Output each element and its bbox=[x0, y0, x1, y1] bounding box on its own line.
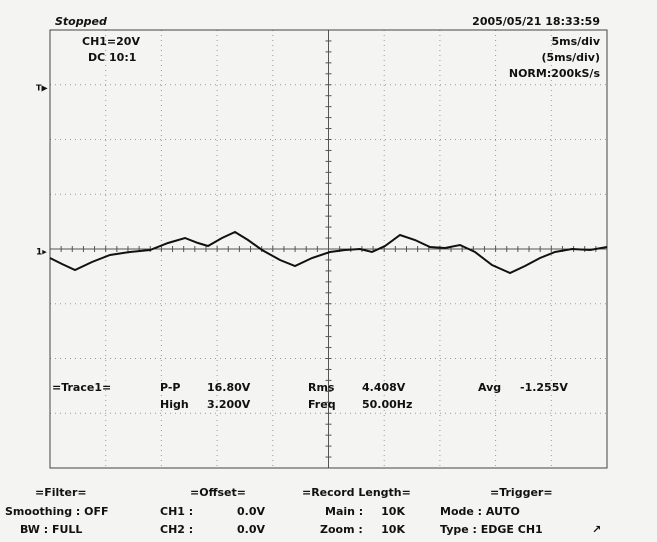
bandwidth: BW : FULL bbox=[20, 523, 82, 536]
smoothing: Smoothing : OFF bbox=[5, 505, 109, 518]
freq-label: Freq bbox=[308, 398, 336, 411]
trace-label: =Trace1= bbox=[52, 381, 111, 394]
high-value: 3.200V bbox=[207, 398, 251, 411]
main-label: Main : bbox=[325, 505, 363, 518]
pp-value: 16.80V bbox=[207, 381, 251, 394]
waveform bbox=[49, 230, 608, 275]
record-title: =Record Length= bbox=[302, 486, 411, 499]
status: Stopped bbox=[55, 15, 107, 28]
timebase-window: (5ms/div) bbox=[541, 51, 600, 64]
ch2-offset-label: CH2 : bbox=[160, 523, 193, 536]
ch1-offset-label: CH1 : bbox=[160, 505, 193, 518]
zoom-label: Zoom : bbox=[320, 523, 363, 536]
trigger-type: Type : EDGE CH1 bbox=[440, 523, 543, 536]
ch1-offset-value: 0.0V bbox=[237, 505, 265, 518]
freq-value: 50.00Hz bbox=[362, 398, 412, 411]
screen-border bbox=[49, 29, 608, 469]
ch2-offset-value: 0.0V bbox=[237, 523, 265, 536]
high-label: High bbox=[160, 398, 189, 411]
offset-title: =Offset= bbox=[190, 486, 246, 499]
coupling: DC 10:1 bbox=[88, 51, 136, 64]
main-value: 10K bbox=[381, 505, 405, 518]
trigger-title: =Trigger= bbox=[490, 486, 553, 499]
sampling: NORM:200kS/s bbox=[509, 67, 601, 80]
avg-value: -1.255V bbox=[520, 381, 568, 394]
zoom-value: 10K bbox=[381, 523, 405, 536]
trigger-mode: Mode : AUTO bbox=[440, 505, 520, 518]
edge-icon: ↗ bbox=[592, 523, 601, 536]
avg-label: Avg bbox=[478, 381, 501, 394]
rms-label: Rms bbox=[308, 381, 335, 394]
datetime: 2005/05/21 18:33:59 bbox=[472, 15, 600, 28]
rms-value: 4.408V bbox=[362, 381, 406, 394]
trigger-level-marker: T▶ bbox=[36, 84, 48, 93]
graticule bbox=[49, 29, 608, 469]
timebase: 5ms/div bbox=[552, 35, 601, 48]
channel-scale: CH1=20V bbox=[82, 35, 140, 48]
pp-label: P-P bbox=[160, 381, 181, 394]
ground-marker: 1▸ bbox=[36, 248, 47, 258]
filter-title: =Filter= bbox=[35, 486, 87, 499]
